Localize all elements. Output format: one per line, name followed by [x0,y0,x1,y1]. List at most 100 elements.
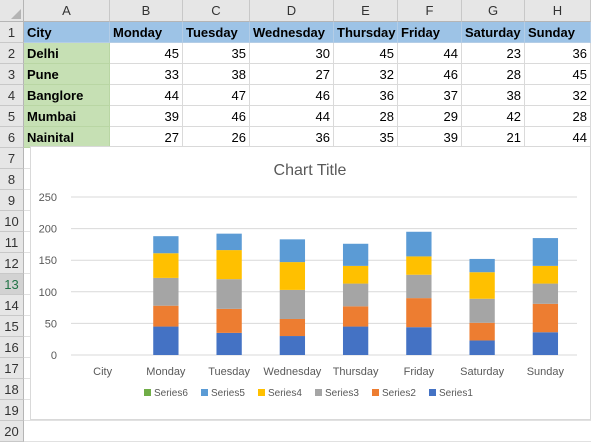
row-header-6[interactable]: 6 [0,127,24,148]
bar-segment-series5 [342,243,369,266]
value-cell[interactable]: 29 [398,106,462,127]
row-header-10[interactable]: 10 [0,211,24,232]
city-cell[interactable]: Mumbai [24,106,110,127]
value-cell[interactable]: 44 [525,127,591,148]
bar-segment-series3 [153,277,179,306]
value-cell[interactable]: 27 [110,127,183,148]
bar-segment-series2 [342,306,369,327]
row-header-3[interactable]: 3 [0,64,24,85]
value-cell[interactable]: 35 [334,127,398,148]
header-cell-wednesday[interactable]: Wednesday [250,22,334,43]
value-cell[interactable]: 28 [462,64,525,85]
value-cell[interactable]: 44 [250,106,334,127]
bar-segment-series1 [216,332,242,355]
y-tick-label: 0 [51,350,57,362]
row-header-13[interactable]: 13 [0,274,24,295]
legend-swatch-series5 [201,389,208,396]
city-cell[interactable]: Delhi [24,43,110,64]
chart-canvas: Chart Title 0 50 100 150 200 250 City Monday Tues… [39,162,577,399]
city-cell[interactable]: Banglore [24,85,110,106]
value-cell[interactable]: 32 [334,64,398,85]
row-header-9[interactable]: 9 [0,190,24,211]
bar-segment-series4 [216,250,242,280]
select-all-corner[interactable] [0,0,24,22]
bar-segment-series5 [406,231,432,257]
value-cell[interactable]: 44 [398,43,462,64]
y-tick-label: 50 [45,318,57,330]
value-cell[interactable]: 45 [525,64,591,85]
bar-segment-series4 [279,262,306,290]
header-cell-city[interactable]: City [24,22,110,43]
row-header-17[interactable]: 17 [0,358,24,379]
value-cell[interactable]: 32 [525,85,591,106]
header-cell-sunday[interactable]: Sunday [525,22,591,43]
value-cell[interactable]: 38 [183,64,250,85]
value-cell[interactable]: 44 [110,85,183,106]
column-header-h[interactable]: H [525,0,591,22]
x-tick-label: Sunday [527,366,565,378]
value-cell[interactable]: 36 [334,85,398,106]
header-cell-thursday[interactable]: Thursday [334,22,398,43]
value-cell[interactable]: 26 [183,127,250,148]
legend-label-series2: Series2 [382,388,416,399]
row-header-5[interactable]: 5 [0,106,24,127]
value-cell[interactable]: 36 [250,127,334,148]
value-cell[interactable]: 35 [183,43,250,64]
bar-segment-series1 [153,326,179,355]
row-header-18[interactable]: 18 [0,379,24,400]
bar-segment-series1 [279,336,306,355]
header-cell-saturday[interactable]: Saturday [462,22,525,43]
row-header-4[interactable]: 4 [0,85,24,106]
stacked-column-chart[interactable]: Chart Title 0 50 100 150 200 250 City Monday Tues… [30,146,591,420]
row-header-8[interactable]: 8 [0,169,24,190]
row-header-20[interactable]: 20 [0,421,24,442]
legend-swatch-series3 [315,389,322,396]
column-header-a[interactable]: A [24,0,110,22]
value-cell[interactable]: 39 [110,106,183,127]
value-cell[interactable]: 42 [462,106,525,127]
column-header-g[interactable]: G [462,0,525,22]
value-cell[interactable]: 30 [250,43,334,64]
value-cell[interactable]: 33 [110,64,183,85]
value-cell[interactable]: 23 [462,43,525,64]
bar-segment-series3 [469,298,495,323]
row-header-16[interactable]: 16 [0,337,24,358]
value-cell[interactable]: 46 [250,85,334,106]
column-header-f[interactable]: F [398,0,462,22]
chart-title: Chart Title [274,162,347,179]
bar-segment-series4 [153,253,179,278]
bar-segment-series1 [469,340,495,355]
value-cell[interactable]: 21 [462,127,525,148]
value-cell[interactable]: 37 [398,85,462,106]
header-cell-monday[interactable]: Monday [110,22,183,43]
value-cell[interactable]: 27 [250,64,334,85]
value-cell[interactable]: 36 [525,43,591,64]
value-cell[interactable]: 28 [525,106,591,127]
row-header-14[interactable]: 14 [0,295,24,316]
row-header-11[interactable]: 11 [0,232,24,253]
bar-segment-series2 [532,303,559,333]
column-header-b[interactable]: B [110,0,183,22]
city-cell[interactable]: Pune [24,64,110,85]
header-cell-tuesday[interactable]: Tuesday [183,22,250,43]
row-header-15[interactable]: 15 [0,316,24,337]
row-header-2[interactable]: 2 [0,43,24,64]
value-cell[interactable]: 46 [183,106,250,127]
column-header-e[interactable]: E [334,0,398,22]
value-cell[interactable]: 28 [334,106,398,127]
row-header-12[interactable]: 12 [0,253,24,274]
row-header-7[interactable]: 7 [0,148,24,169]
city-cell[interactable]: Nainital [24,127,110,148]
column-header-d[interactable]: D [250,0,334,22]
row-header-19[interactable]: 19 [0,400,24,421]
value-cell[interactable]: 39 [398,127,462,148]
value-cell[interactable]: 45 [110,43,183,64]
header-cell-friday[interactable]: Friday [398,22,462,43]
bar-segment-series2 [153,305,179,327]
value-cell[interactable]: 45 [334,43,398,64]
column-header-c[interactable]: C [183,0,250,22]
value-cell[interactable]: 46 [398,64,462,85]
value-cell[interactable]: 38 [462,85,525,106]
row-header-1[interactable]: 1 [0,22,24,43]
value-cell[interactable]: 47 [183,85,250,106]
